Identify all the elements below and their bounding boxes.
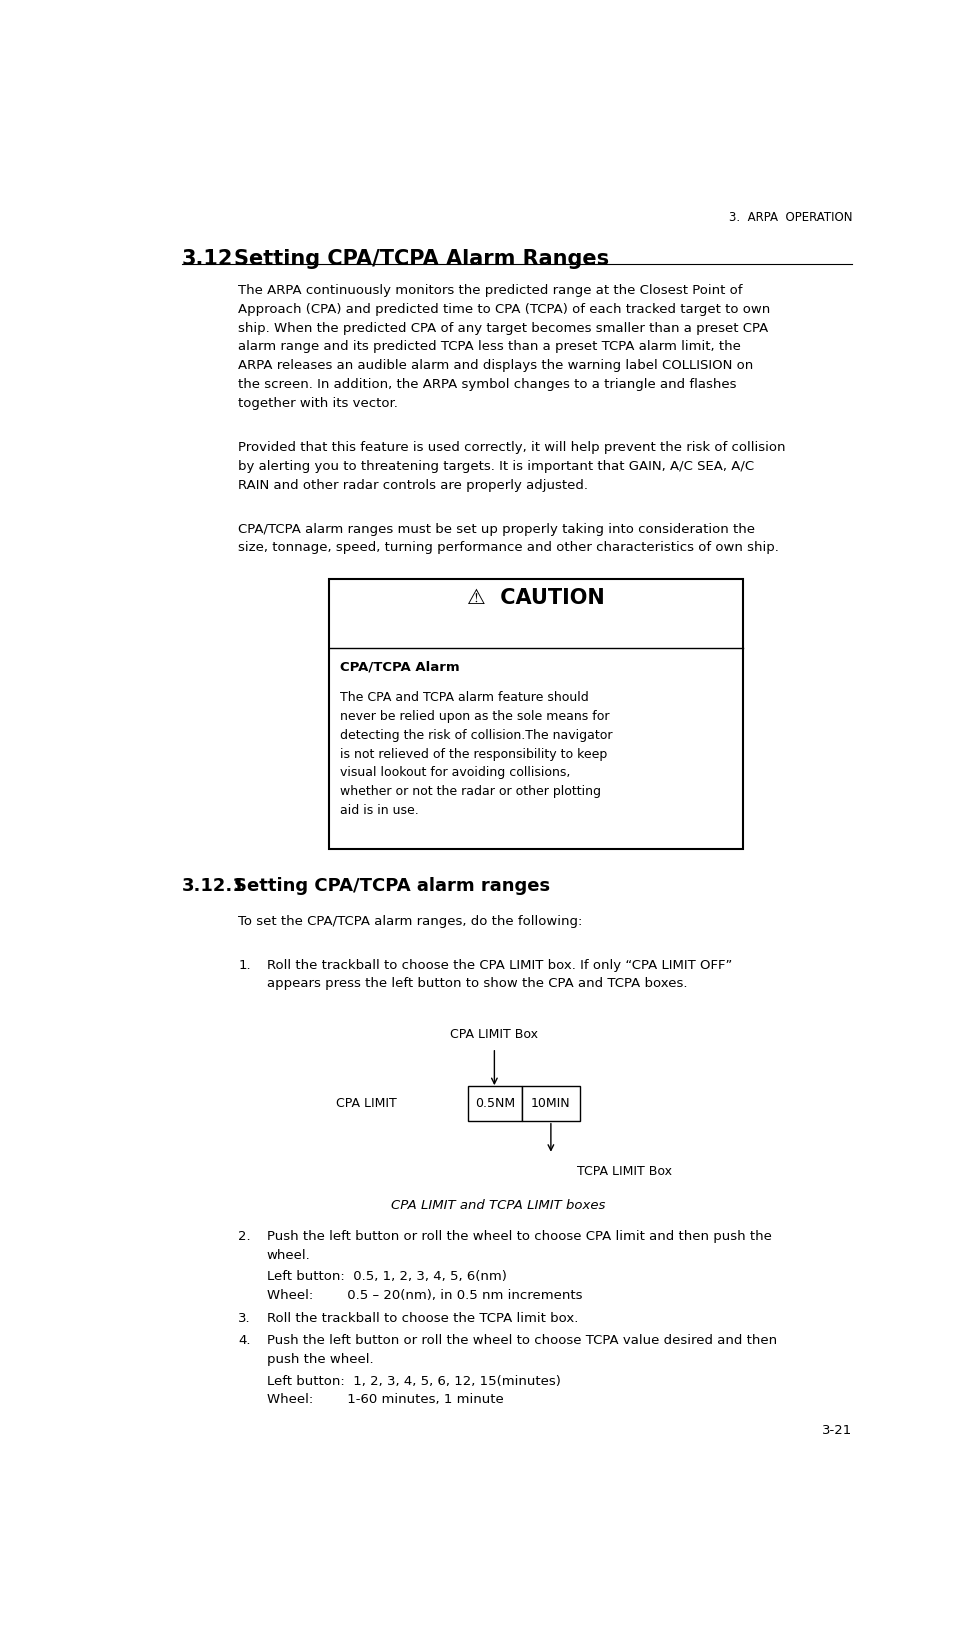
Text: CPA LIMIT: CPA LIMIT <box>336 1097 397 1110</box>
Text: together with its vector.: together with its vector. <box>238 397 399 410</box>
Text: Setting CPA/TCPA Alarm Ranges: Setting CPA/TCPA Alarm Ranges <box>234 248 609 269</box>
Text: detecting the risk of collision.The navigator: detecting the risk of collision.The navi… <box>340 728 612 741</box>
Text: the screen. In addition, the ARPA symbol changes to a triangle and flashes: the screen. In addition, the ARPA symbol… <box>238 379 737 392</box>
Text: 0.5NM: 0.5NM <box>475 1097 515 1110</box>
Text: 4.: 4. <box>238 1335 251 1348</box>
Text: The CPA and TCPA alarm feature should: The CPA and TCPA alarm feature should <box>340 690 589 703</box>
Text: never be relied upon as the sole means for: never be relied upon as the sole means f… <box>340 710 609 723</box>
Text: Wheel:        1-60 minutes, 1 minute: Wheel: 1-60 minutes, 1 minute <box>267 1394 503 1407</box>
Text: Left button:  1, 2, 3, 4, 5, 6, 12, 15(minutes): Left button: 1, 2, 3, 4, 5, 6, 12, 15(mi… <box>267 1374 561 1387</box>
Text: 3.12: 3.12 <box>182 248 233 269</box>
Text: visual lookout for avoiding collisions,: visual lookout for avoiding collisions, <box>340 767 571 780</box>
Text: 3.: 3. <box>238 1312 251 1325</box>
Text: CPA LIMIT and TCPA LIMIT boxes: CPA LIMIT and TCPA LIMIT boxes <box>391 1198 606 1211</box>
Text: Push the left button or roll the wheel to choose CPA limit and then push the: Push the left button or roll the wheel t… <box>267 1231 772 1244</box>
Text: CPA/TCPA alarm ranges must be set up properly taking into consideration the: CPA/TCPA alarm ranges must be set up pro… <box>238 522 755 535</box>
Text: aid is in use.: aid is in use. <box>340 805 419 818</box>
Text: The ARPA continuously monitors the predicted range at the Closest Point of: The ARPA continuously monitors the predi… <box>238 284 743 297</box>
Text: To set the CPA/TCPA alarm ranges, do the following:: To set the CPA/TCPA alarm ranges, do the… <box>238 914 582 927</box>
Text: 1.: 1. <box>238 958 251 971</box>
FancyBboxPatch shape <box>329 579 743 849</box>
Text: 2.: 2. <box>238 1231 251 1244</box>
Text: RAIN and other radar controls are properly adjusted.: RAIN and other radar controls are proper… <box>238 478 588 491</box>
Text: wheel.: wheel. <box>267 1248 311 1262</box>
Text: Setting CPA/TCPA alarm ranges: Setting CPA/TCPA alarm ranges <box>234 876 550 894</box>
Text: CPA/TCPA Alarm: CPA/TCPA Alarm <box>340 661 460 674</box>
FancyBboxPatch shape <box>522 1085 579 1121</box>
Text: 3.  ARPA  OPERATION: 3. ARPA OPERATION <box>729 211 852 224</box>
Text: size, tonnage, speed, turning performance and other characteristics of own ship.: size, tonnage, speed, turning performanc… <box>238 542 780 555</box>
Text: 10MIN: 10MIN <box>531 1097 571 1110</box>
Text: push the wheel.: push the wheel. <box>267 1353 373 1366</box>
Text: Left button:  0.5, 1, 2, 3, 4, 5, 6(nm): Left button: 0.5, 1, 2, 3, 4, 5, 6(nm) <box>267 1270 506 1283</box>
Text: Provided that this feature is used correctly, it will help prevent the risk of c: Provided that this feature is used corre… <box>238 441 785 454</box>
Text: CPA LIMIT Box: CPA LIMIT Box <box>450 1028 538 1041</box>
Text: whether or not the radar or other plotting: whether or not the radar or other plotti… <box>340 785 601 798</box>
Text: by alerting you to threatening targets. It is important that GAIN, A/C SEA, A/C: by alerting you to threatening targets. … <box>238 460 754 473</box>
Text: alarm range and its predicted TCPA less than a preset TCPA alarm limit, the: alarm range and its predicted TCPA less … <box>238 341 741 354</box>
Text: 3-21: 3-21 <box>822 1425 852 1438</box>
Text: is not relieved of the responsibility to keep: is not relieved of the responsibility to… <box>340 747 608 761</box>
Text: ship. When the predicted CPA of any target becomes smaller than a preset CPA: ship. When the predicted CPA of any targ… <box>238 322 769 335</box>
Text: ⚠  CAUTION: ⚠ CAUTION <box>467 588 605 607</box>
Text: Wheel:        0.5 – 20(nm), in 0.5 nm increments: Wheel: 0.5 – 20(nm), in 0.5 nm increment… <box>267 1289 582 1302</box>
Text: Push the left button or roll the wheel to choose TCPA value desired and then: Push the left button or roll the wheel t… <box>267 1335 777 1348</box>
Text: appears press the left button to show the CPA and TCPA boxes.: appears press the left button to show th… <box>267 978 687 991</box>
Text: Approach (CPA) and predicted time to CPA (TCPA) of each tracked target to own: Approach (CPA) and predicted time to CPA… <box>238 302 771 315</box>
Text: 3.12.1: 3.12.1 <box>182 876 246 894</box>
Text: TCPA LIMIT Box: TCPA LIMIT Box <box>577 1165 673 1178</box>
FancyBboxPatch shape <box>469 1085 522 1121</box>
Text: Roll the trackball to choose the CPA LIMIT box. If only “CPA LIMIT OFF”: Roll the trackball to choose the CPA LIM… <box>267 958 732 971</box>
Text: ARPA releases an audible alarm and displays the warning label COLLISION on: ARPA releases an audible alarm and displ… <box>238 359 753 372</box>
Text: Roll the trackball to choose the TCPA limit box.: Roll the trackball to choose the TCPA li… <box>267 1312 578 1325</box>
